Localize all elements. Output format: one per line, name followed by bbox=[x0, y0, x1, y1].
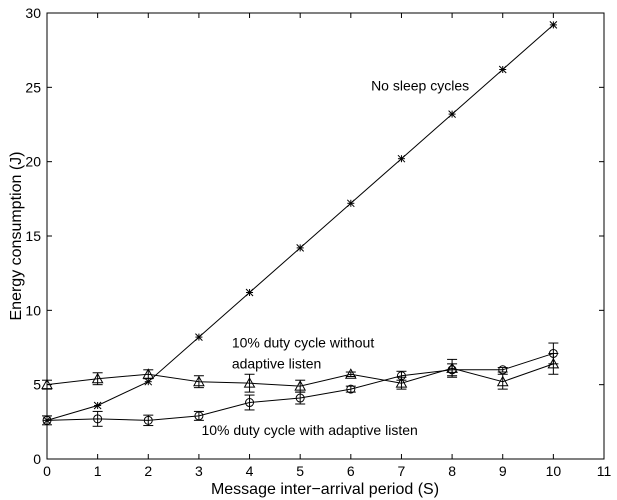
x-tick-label: 9 bbox=[499, 463, 507, 479]
series-star bbox=[43, 21, 558, 425]
data-point bbox=[294, 380, 307, 391]
data-point bbox=[41, 378, 53, 390]
annotation-label: 10% duty cycle without bbox=[232, 335, 375, 351]
data-point bbox=[496, 375, 509, 387]
x-tick-label: 8 bbox=[448, 463, 456, 479]
y-axis: 0 5 10 15 20 25 30 bbox=[25, 5, 604, 467]
data-point bbox=[245, 398, 255, 408]
data-point bbox=[91, 372, 104, 384]
data-point bbox=[395, 377, 408, 388]
data-point bbox=[498, 65, 507, 74]
x-tick-label: 2 bbox=[144, 463, 152, 479]
data-point bbox=[144, 377, 153, 386]
x-axis-title: Message inter−arrival period (S) bbox=[211, 481, 439, 498]
data-point bbox=[447, 365, 457, 375]
data-point bbox=[396, 371, 406, 381]
x-tick-label: 6 bbox=[347, 463, 355, 479]
error-bar bbox=[92, 410, 103, 427]
y-tick-label: 10 bbox=[25, 302, 41, 318]
x-tick-label: 10 bbox=[546, 463, 562, 479]
data-point bbox=[142, 368, 155, 379]
error-bar bbox=[143, 414, 154, 427]
data-point bbox=[344, 368, 357, 379]
annotation-label: No sleep cycles bbox=[371, 77, 469, 93]
data-point bbox=[397, 154, 406, 163]
data-point bbox=[42, 415, 52, 425]
y-tick-label: 5 bbox=[33, 377, 41, 393]
error-bar bbox=[548, 342, 559, 365]
data-point bbox=[346, 384, 356, 394]
data-point bbox=[194, 411, 204, 421]
series-layer bbox=[41, 21, 560, 427]
data-point bbox=[193, 375, 205, 387]
data-point bbox=[93, 414, 103, 424]
data-point bbox=[93, 401, 102, 410]
data-point bbox=[548, 348, 558, 358]
x-tick-label: 3 bbox=[195, 463, 203, 479]
data-point bbox=[549, 21, 558, 29]
x-tick-label: 11 bbox=[597, 463, 612, 479]
x-tick-label: 7 bbox=[398, 463, 406, 479]
error-bar bbox=[244, 394, 255, 411]
data-point bbox=[498, 365, 508, 375]
data-point bbox=[143, 415, 153, 425]
annotation-label: adaptive listen bbox=[232, 355, 322, 371]
x-tick-label: 5 bbox=[296, 463, 304, 479]
y-tick-label: 20 bbox=[25, 154, 41, 170]
y-tick-label: 0 bbox=[33, 451, 41, 467]
series-circle bbox=[42, 342, 559, 427]
data-point bbox=[245, 288, 254, 297]
annotations: No sleep cycles 10% duty cycle without ada… bbox=[201, 77, 469, 438]
error-bar bbox=[345, 371, 356, 377]
data-point bbox=[295, 393, 305, 403]
x-tick-label: 0 bbox=[43, 463, 51, 479]
annotation-label: 10% duty cycle with adaptive listen bbox=[201, 422, 417, 438]
x-tick-label: 4 bbox=[246, 463, 254, 479]
x-axis: 0 1 2 3 4 5 6 7 8 9 10 11 bbox=[43, 13, 611, 479]
y-tick-label: 30 bbox=[25, 5, 41, 21]
data-point bbox=[195, 333, 203, 341]
y-tick-label: 25 bbox=[25, 79, 41, 95]
data-point bbox=[448, 110, 456, 118]
data-point bbox=[346, 199, 355, 208]
y-axis-title: Energy consumption (J) bbox=[8, 152, 25, 321]
data-point bbox=[243, 377, 256, 388]
y-tick-label: 15 bbox=[25, 228, 41, 244]
data-point bbox=[296, 244, 305, 252]
x-tick-label: 1 bbox=[94, 463, 102, 479]
plot-area bbox=[46, 12, 605, 460]
